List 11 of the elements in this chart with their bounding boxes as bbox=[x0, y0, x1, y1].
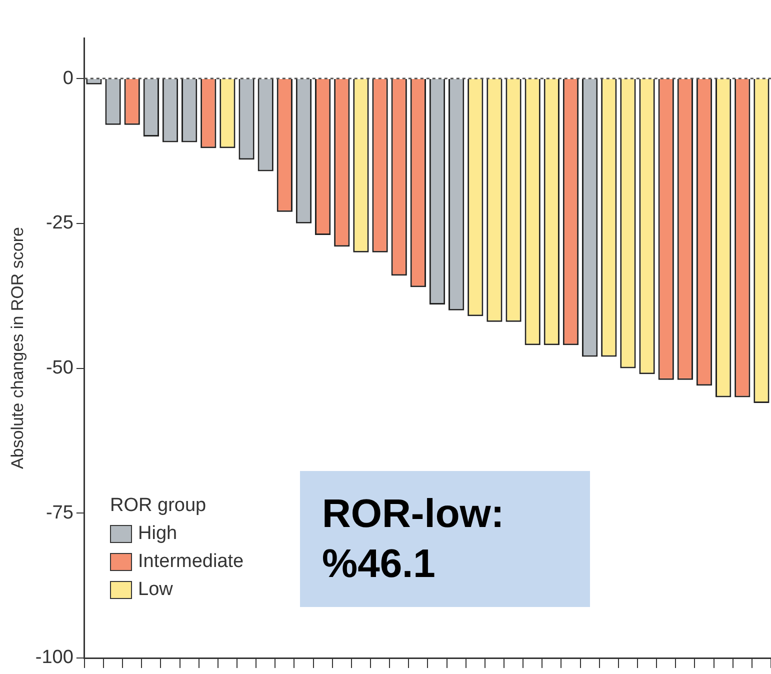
y-tick-label: -100 bbox=[35, 647, 74, 668]
y-tick-label: 0 bbox=[62, 68, 74, 89]
legend-label: High bbox=[138, 523, 178, 545]
legend-label: Low bbox=[138, 579, 173, 601]
y-axis-title: Absolute changes in ROR score bbox=[8, 227, 27, 469]
legend-title: ROR group bbox=[110, 495, 208, 517]
y-tick-label: -25 bbox=[46, 212, 74, 234]
y-tick-label: -75 bbox=[46, 502, 74, 524]
annotation: ROR-low: %46.1 bbox=[300, 471, 590, 607]
y-tick-label: -50 bbox=[46, 358, 74, 379]
legend-label: Intermediate bbox=[138, 551, 244, 573]
